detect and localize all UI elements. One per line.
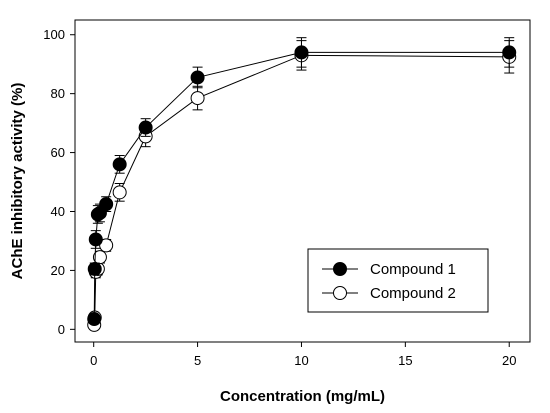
data-point-compound-1 (112, 157, 127, 172)
data-point-compound-2 (92, 250, 107, 265)
data-point-compound-1 (190, 70, 205, 85)
x-tick-label: 20 (502, 353, 516, 368)
y-tick-label: 60 (51, 145, 65, 160)
data-point-compound-1 (87, 261, 102, 276)
y-tick-label: 20 (51, 263, 65, 278)
y-axis-title: AChE inhibitory activity (%) (9, 83, 26, 280)
y-tick-label: 100 (43, 27, 65, 42)
x-axis-title: Concentration (mg/mL) (220, 388, 385, 405)
legend-marker-compound-2 (333, 286, 347, 300)
y-tick-label: 80 (51, 86, 65, 101)
y-tick-label: 0 (58, 322, 65, 337)
x-tick-label: 10 (294, 353, 308, 368)
axes-layer: 0 5 10 15 20 0 20 40 60 80 100 (43, 19, 531, 368)
data-point-compound-1 (294, 45, 309, 60)
data-point-compound-2 (99, 238, 114, 253)
data-point-compound-1 (502, 45, 517, 60)
legend-marker-compound-1 (333, 262, 347, 276)
data-point-compound-1 (88, 232, 103, 247)
data-point-compound-1 (87, 312, 102, 327)
data-point-compound-2 (190, 91, 205, 106)
x-tick-label: 15 (398, 353, 412, 368)
series-layer (87, 37, 517, 332)
data-point-compound-1 (138, 120, 153, 135)
x-tick-label: 0 (90, 353, 97, 368)
data-point-compound-1 (99, 197, 114, 212)
legend-label-compound-1: Compound 1 (370, 261, 456, 278)
y-tick-label: 40 (51, 204, 65, 219)
legend: Compound 1 Compound 2 (307, 248, 489, 313)
x-tick-label: 5 (194, 353, 201, 368)
legend-label-compound-2: Compound 2 (370, 285, 456, 302)
data-point-compound-2 (112, 185, 127, 200)
plot-frame (74, 19, 531, 343)
